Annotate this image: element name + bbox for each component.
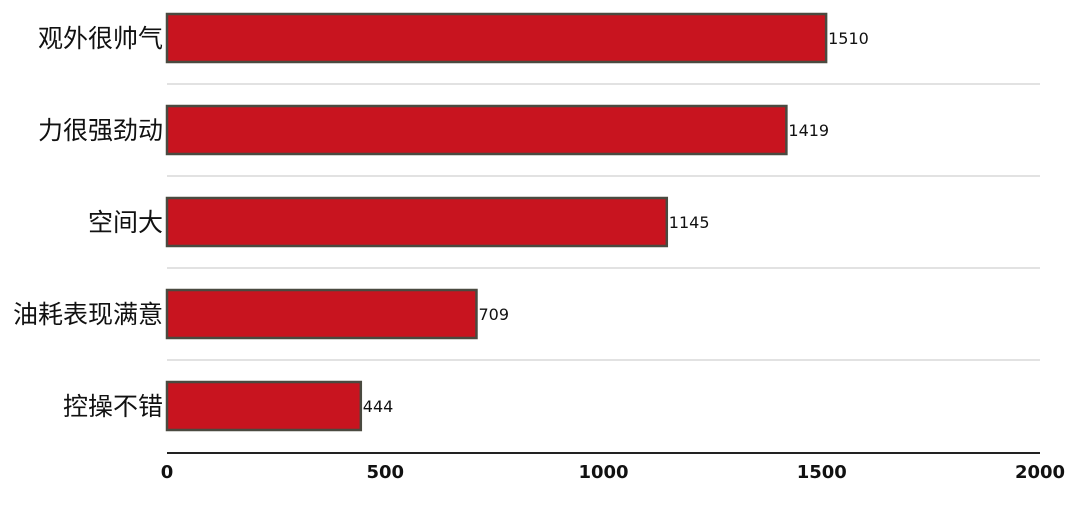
- value-label: 1510: [828, 29, 869, 48]
- x-tick-label: 0: [161, 462, 174, 483]
- x-tick-label: 1500: [797, 462, 847, 483]
- value-label: 1145: [669, 213, 710, 232]
- value-labels: 1510 1419 1145 709 444: [363, 29, 869, 416]
- bar: [165, 196, 669, 248]
- bar: [165, 104, 788, 156]
- bars: [165, 12, 828, 432]
- x-tick-label: 500: [366, 462, 404, 483]
- value-label: 444: [363, 397, 394, 416]
- x-tick-label: 2000: [1015, 462, 1065, 483]
- value-label: 1419: [788, 121, 829, 140]
- x-tick-label: 1000: [578, 462, 628, 483]
- category-label: 控操不错: [63, 392, 163, 421]
- category-label: 力很强劲动: [38, 116, 163, 145]
- category-label: 空间大: [88, 208, 163, 237]
- value-label: 709: [478, 305, 509, 324]
- category-label: 油耗表现满意: [13, 300, 163, 329]
- x-axis-ticks: 0 500 1000 1500 2000: [161, 462, 1065, 483]
- bar: [165, 288, 478, 340]
- bar: [165, 12, 828, 64]
- category-label: 观外很帅气: [38, 24, 163, 53]
- gridlines: [167, 83, 1040, 361]
- bar: [165, 380, 363, 432]
